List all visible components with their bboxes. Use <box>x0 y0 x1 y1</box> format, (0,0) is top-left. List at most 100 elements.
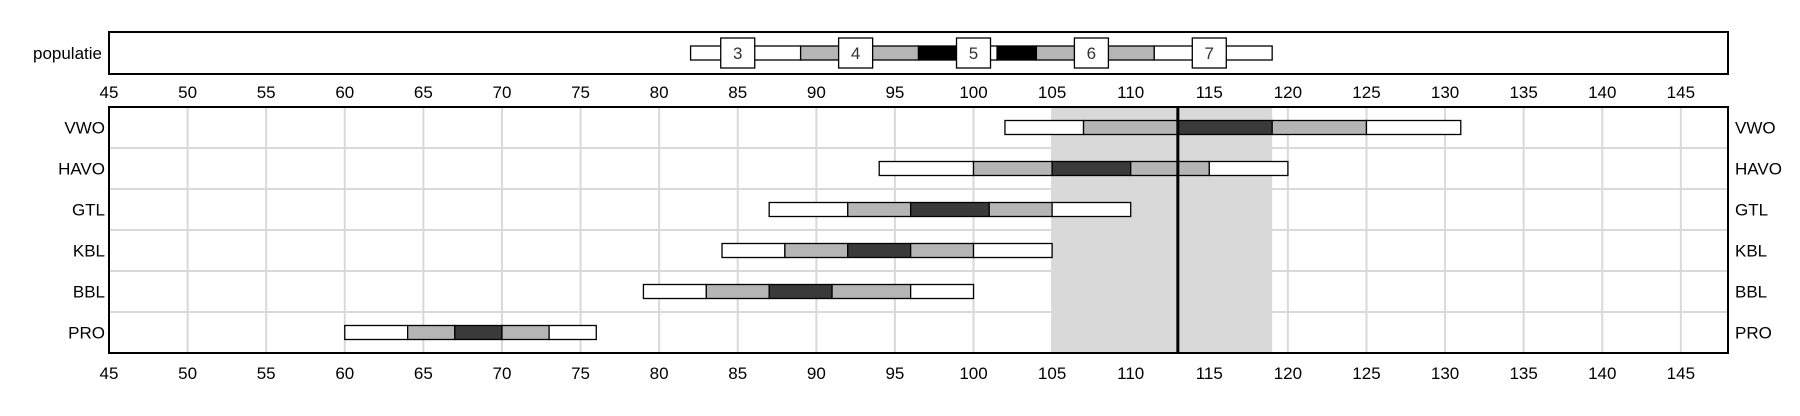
category-bars <box>344 119 1462 341</box>
bar-vwo-segment <box>1004 119 1085 136</box>
x-tick-label-top: 90 <box>807 83 826 102</box>
x-tick-label-bottom: 125 <box>1352 364 1380 383</box>
category-label-right: BBL <box>1735 283 1767 302</box>
x-tick-label-bottom: 115 <box>1196 364 1223 383</box>
bar-pro-segment <box>344 324 409 341</box>
level-badge-label: 5 <box>969 44 978 63</box>
x-tick-label-bottom: 75 <box>571 364 590 383</box>
level-badge <box>1073 37 1110 69</box>
bar-kbl-segment <box>847 242 912 259</box>
bar-kbl-segment <box>972 242 1053 259</box>
panel-frames <box>108 31 1729 354</box>
x-tick-label-top: 60 <box>335 83 354 102</box>
x-tick-label-top: 95 <box>885 83 904 102</box>
bar-kbl-segment <box>909 242 975 259</box>
population-bar-segment <box>996 45 1038 61</box>
level-badge-label: 7 <box>1205 44 1214 63</box>
x-tick-label-top: 140 <box>1588 83 1616 102</box>
category-labels: populatie VWO VWO HAVO HAVO GTL GTL KBL KBL BBL BB… <box>33 44 1782 343</box>
x-tick-label-bottom: 140 <box>1588 364 1616 383</box>
x-tick-label-top: 50 <box>178 83 197 102</box>
x-tick-label-top: 120 <box>1274 83 1302 102</box>
level-badge <box>720 37 756 69</box>
x-tick-label-bottom: 105 <box>1038 364 1066 383</box>
category-label-left: VWO <box>64 119 105 138</box>
bar-bbl-segment <box>705 283 770 300</box>
level-badge <box>1191 37 1227 69</box>
bar-pro-segment <box>407 324 456 341</box>
bar-gtl-segment <box>988 201 1053 218</box>
x-tick-label-top: 110 <box>1117 83 1144 102</box>
x-tick-label-top: 130 <box>1431 83 1459 102</box>
x-tick-label-bottom: 60 <box>335 364 354 383</box>
bar-havo-segment <box>1130 160 1210 177</box>
x-tick-label-bottom: 135 <box>1509 364 1537 383</box>
x-tick-label-top: 100 <box>959 83 987 102</box>
x-tick-label-top: 125 <box>1352 83 1380 102</box>
category-label-right: PRO <box>1735 324 1772 343</box>
bar-pro-segment <box>548 324 597 341</box>
category-label-right: KBL <box>1735 242 1767 261</box>
bar-gtl-segment <box>847 201 912 218</box>
x-tick-label-top: 145 <box>1667 83 1695 102</box>
category-label-right: VWO <box>1735 119 1776 138</box>
x-tick-label-bottom: 145 <box>1667 364 1695 383</box>
bar-bbl-segment <box>642 283 707 300</box>
bar-vwo-segment <box>1365 119 1462 136</box>
category-label-left: BBL <box>73 283 105 302</box>
x-tick-label-top: 80 <box>650 83 669 102</box>
category-label-right: GTL <box>1735 201 1768 220</box>
population-label: populatie <box>33 44 102 63</box>
x-tick-label-bottom: 90 <box>807 364 826 383</box>
level-badge-label: 6 <box>1087 44 1096 63</box>
bar-havo-segment <box>972 160 1053 177</box>
x-tick-label-bottom: 45 <box>100 364 119 383</box>
grid-layer <box>108 107 1728 353</box>
main-frame <box>108 106 1729 354</box>
category-label-left: KBL <box>73 242 105 261</box>
level-badge <box>837 37 874 69</box>
level-badge-label: 4 <box>851 44 860 63</box>
x-tick-label-top: 45 <box>100 83 119 102</box>
bar-gtl-segment <box>1051 201 1132 218</box>
x-tick-label-top: 85 <box>728 83 747 102</box>
bar-havo-segment <box>1051 160 1132 177</box>
bar-bbl-segment <box>768 283 833 300</box>
x-tick-label-top: 55 <box>257 83 276 102</box>
x-tick-label-bottom: 95 <box>885 364 904 383</box>
x-tick-label-bottom: 130 <box>1431 364 1459 383</box>
x-tick-label-bottom: 80 <box>650 364 669 383</box>
x-tick-label-top: 105 <box>1038 83 1066 102</box>
x-tick-label-top: 65 <box>414 83 433 102</box>
bar-pro-segment <box>454 324 503 341</box>
bar-pro-segment <box>501 324 550 341</box>
x-tick-label-top: 70 <box>493 83 512 102</box>
level-badge-label: 3 <box>733 44 742 63</box>
x-tick-label-bottom: 55 <box>257 364 276 383</box>
bar-vwo-segment <box>1082 119 1179 136</box>
bar-vwo-segment <box>1177 119 1273 136</box>
category-label-left: HAVO <box>58 160 105 179</box>
x-tick-label-top: 135 <box>1509 83 1537 102</box>
bar-havo-segment <box>1208 160 1289 177</box>
bar-kbl-segment <box>721 242 786 259</box>
bar-vwo-segment <box>1271 119 1368 136</box>
x-tick-label-top: 75 <box>571 83 590 102</box>
x-tick-label-bottom: 120 <box>1274 364 1302 383</box>
category-label-right: HAVO <box>1735 160 1782 179</box>
x-tick-label-bottom: 50 <box>178 364 197 383</box>
bar-havo-segment <box>878 160 975 177</box>
level-badge <box>955 37 992 69</box>
x-tick-label-top: 115 <box>1196 83 1223 102</box>
population-bar-segment <box>917 45 959 61</box>
population-frame <box>108 31 1729 75</box>
bar-bbl-segment <box>909 283 975 300</box>
x-tick-label-bottom: 110 <box>1117 364 1144 383</box>
x-tick-label-bottom: 70 <box>493 364 512 383</box>
category-label-left: GTL <box>72 201 105 220</box>
x-tick-labels: 45 45 50 50 55 55 60 60 65 65 70 70 75 75 80 80 85 85 90 90… <box>100 83 1695 383</box>
bar-kbl-segment <box>784 242 849 259</box>
x-tick-label-bottom: 100 <box>959 364 987 383</box>
bar-bbl-segment <box>831 283 912 300</box>
